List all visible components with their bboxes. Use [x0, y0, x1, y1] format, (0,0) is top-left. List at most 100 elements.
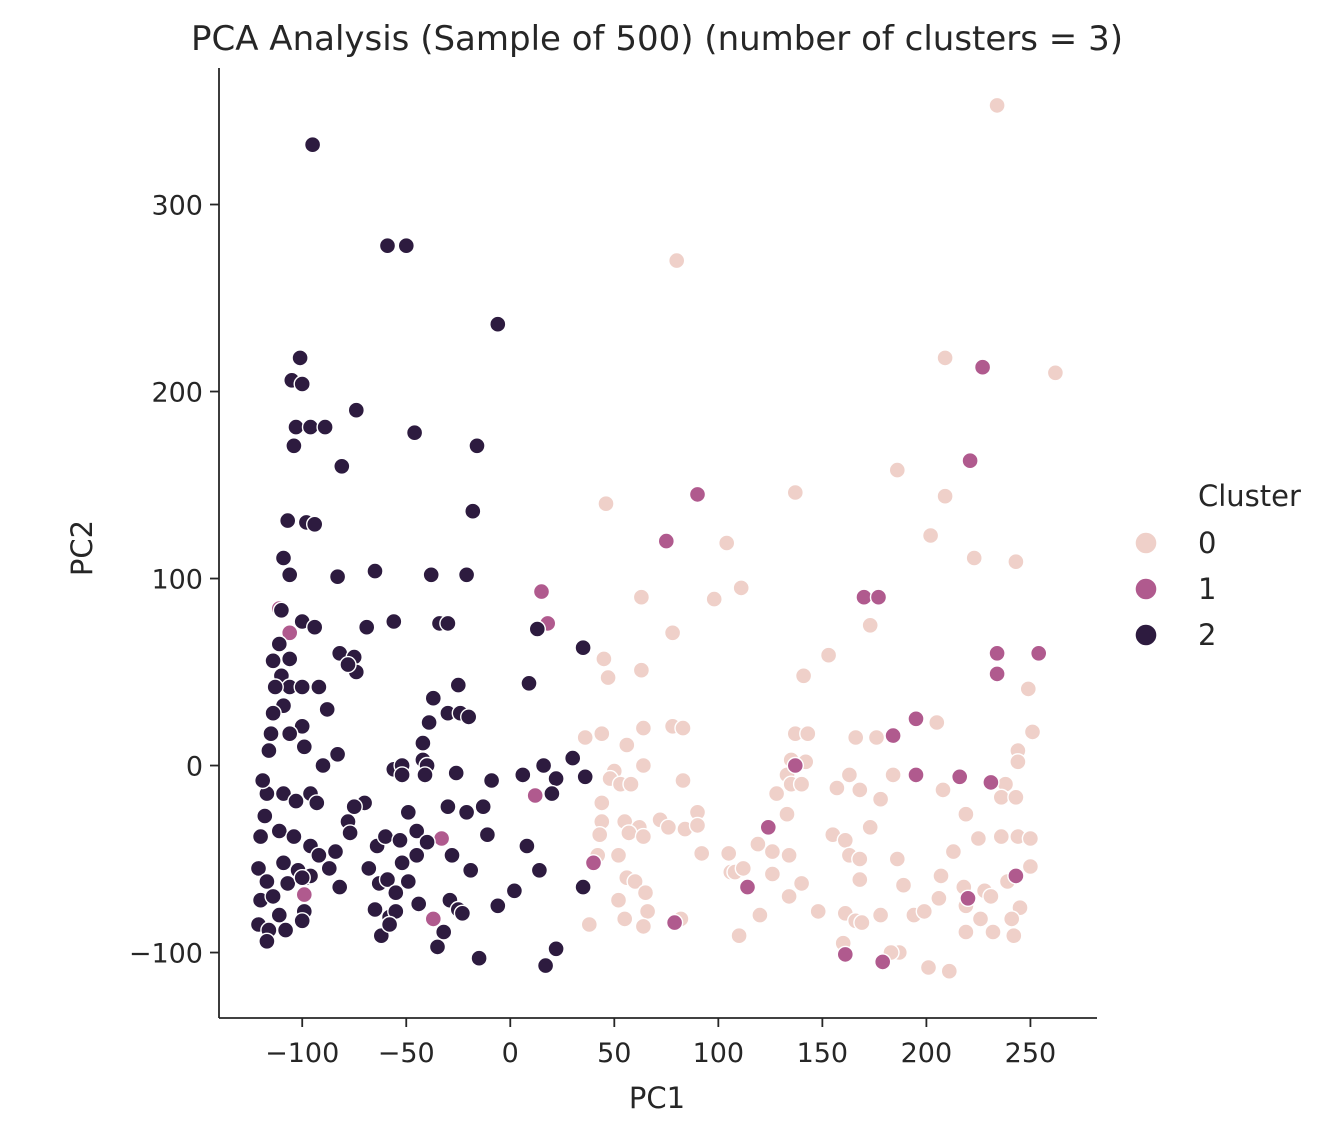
scatter-point-cluster-0	[720, 844, 738, 863]
scatter-point-cluster-2	[424, 689, 442, 707]
scatter-point-cluster-0	[792, 775, 811, 793]
scatter-point-cluster-2	[266, 678, 284, 696]
scatter-point-cluster-0	[871, 790, 890, 808]
scatter-point-cluster-1	[959, 889, 977, 907]
y-tick-label: 200	[151, 378, 203, 409]
scatter-point-cluster-2	[470, 949, 488, 967]
scatter-point-cluster-0	[618, 736, 636, 754]
scatter-point-cluster-1	[584, 854, 603, 872]
scatter-point-cluster-0	[944, 842, 963, 861]
scatter-point-cluster-2	[258, 872, 276, 891]
scatter-point-cluster-0	[634, 917, 653, 936]
scatter-point-cluster-0	[786, 483, 804, 502]
scatter-point-cluster-2	[270, 822, 288, 840]
scatter-point-cluster-0	[659, 818, 678, 836]
scatter-point-cluster-0	[693, 844, 711, 863]
scatter-point-cluster-1	[907, 710, 925, 728]
scatter-point-cluster-2	[536, 956, 555, 975]
scatter-point-cluster-2	[376, 827, 395, 846]
scatter-point-cluster-2	[460, 708, 478, 726]
scatter-point-cluster-0	[763, 842, 782, 861]
scatter-point-cluster-0	[799, 725, 817, 743]
scatter-point-cluster-0	[1007, 788, 1025, 806]
scatter-point-cluster-1	[951, 768, 969, 786]
scatter-point-cluster-0	[871, 906, 890, 924]
scatter-point-cluster-2	[393, 854, 411, 872]
scatter-point-cluster-2	[397, 236, 415, 255]
scatter-point-cluster-2	[293, 375, 311, 393]
scatter-point-cluster-0	[751, 906, 769, 924]
x-tick-label: 50	[597, 1038, 631, 1069]
scatter-point-cluster-0	[780, 846, 798, 864]
scatter-point-cluster-0	[734, 859, 752, 878]
scatter-point-cluster-0	[984, 923, 1002, 941]
scatter-point-cluster-0	[957, 923, 975, 941]
scatter-point-cluster-2	[285, 827, 303, 846]
y-tick-label: −100	[129, 939, 203, 970]
scatter-point-cluster-2	[385, 612, 403, 631]
scatter-point-cluster-0	[792, 874, 811, 893]
scatter-point-cluster-1	[1029, 644, 1048, 662]
scatter-point-cluster-0	[853, 913, 871, 932]
scatter-point-cluster-2	[414, 734, 432, 752]
scatter-point-cluster-0	[957, 805, 975, 823]
scatter-point-cluster-0	[668, 251, 686, 270]
scatter-point-cluster-1	[665, 913, 684, 932]
legend-label-cluster-0: 0	[1198, 526, 1216, 560]
legend-label-cluster-2: 2	[1198, 618, 1216, 652]
scatter-point-cluster-2	[393, 766, 411, 784]
scatter-point-cluster-2	[457, 803, 476, 821]
scatter-point-cluster-2	[274, 784, 293, 803]
scatter-point-cluster-0	[1019, 680, 1038, 698]
scatter-point-cluster-2	[279, 874, 297, 893]
scatter-point-cluster-1	[432, 829, 451, 848]
x-tick-label: 0	[502, 1038, 519, 1069]
scatter-point-cluster-0	[988, 96, 1006, 115]
scatter-point-cluster-0	[663, 624, 682, 642]
scatter-point-cluster-0	[936, 349, 954, 367]
scatter-point-cluster-2	[306, 618, 324, 636]
scatter-point-cluster-2	[530, 861, 549, 879]
scatter-point-cluster-2	[534, 756, 553, 775]
scatter-point-cluster-0	[580, 915, 598, 934]
x-axis-ticks: −100 −50 0 50 100 150 200 250	[265, 1018, 1056, 1069]
scatter-point-cluster-2	[279, 511, 297, 530]
scatter-point-cluster-0	[851, 870, 869, 889]
scatter-point-cluster-0	[638, 902, 657, 921]
scatter-point-cluster-2	[276, 921, 295, 939]
scatter-point-cluster-1	[973, 358, 992, 376]
scatter-point-cluster-2	[328, 568, 347, 586]
scatter-point-cluster-2	[547, 769, 565, 788]
scatter-point-cluster-1	[884, 726, 902, 745]
scatter-point-cluster-0	[674, 771, 692, 790]
scatter-point-cluster-2	[474, 798, 492, 816]
scatter-point-cluster-2	[457, 566, 476, 584]
x-tick-label: 200	[901, 1038, 953, 1069]
scatter-point-cluster-2	[256, 807, 274, 825]
scatter-point-cluster-2	[528, 620, 546, 638]
scatter-point-cluster-1	[786, 756, 804, 775]
scatter-point-cluster-0	[688, 816, 707, 835]
scatter-point-cluster-0	[1009, 753, 1027, 771]
scatter-point-cluster-0	[982, 887, 1000, 906]
scatter-point-cluster-2	[443, 846, 461, 864]
x-tick-label: −50	[378, 1038, 435, 1069]
scatter-point-cluster-2	[422, 566, 440, 584]
scatter-point-cluster-2	[408, 846, 426, 864]
scatter-point-cluster-0	[749, 835, 767, 853]
scatter-point-cluster-2	[254, 771, 272, 790]
scatter-point-cluster-0	[767, 784, 786, 803]
scatter-point-cluster-0	[593, 794, 611, 812]
scatter-point-cluster-2	[482, 771, 501, 790]
scatter-point-cluster-2	[251, 827, 270, 846]
scatter-point-cluster-1	[1007, 867, 1025, 885]
scatter-point-cluster-0	[1021, 829, 1040, 848]
scatter-point-cluster-0	[934, 781, 952, 799]
scatter-point-cluster-1	[855, 588, 873, 606]
scatter-point-cluster-2	[264, 704, 282, 722]
scatter-point-cluster-2	[366, 900, 384, 919]
scatter-point-cluster-2	[310, 678, 328, 696]
scatter-point-cluster-2	[574, 639, 592, 657]
scatter-point-cluster-2	[576, 768, 594, 786]
